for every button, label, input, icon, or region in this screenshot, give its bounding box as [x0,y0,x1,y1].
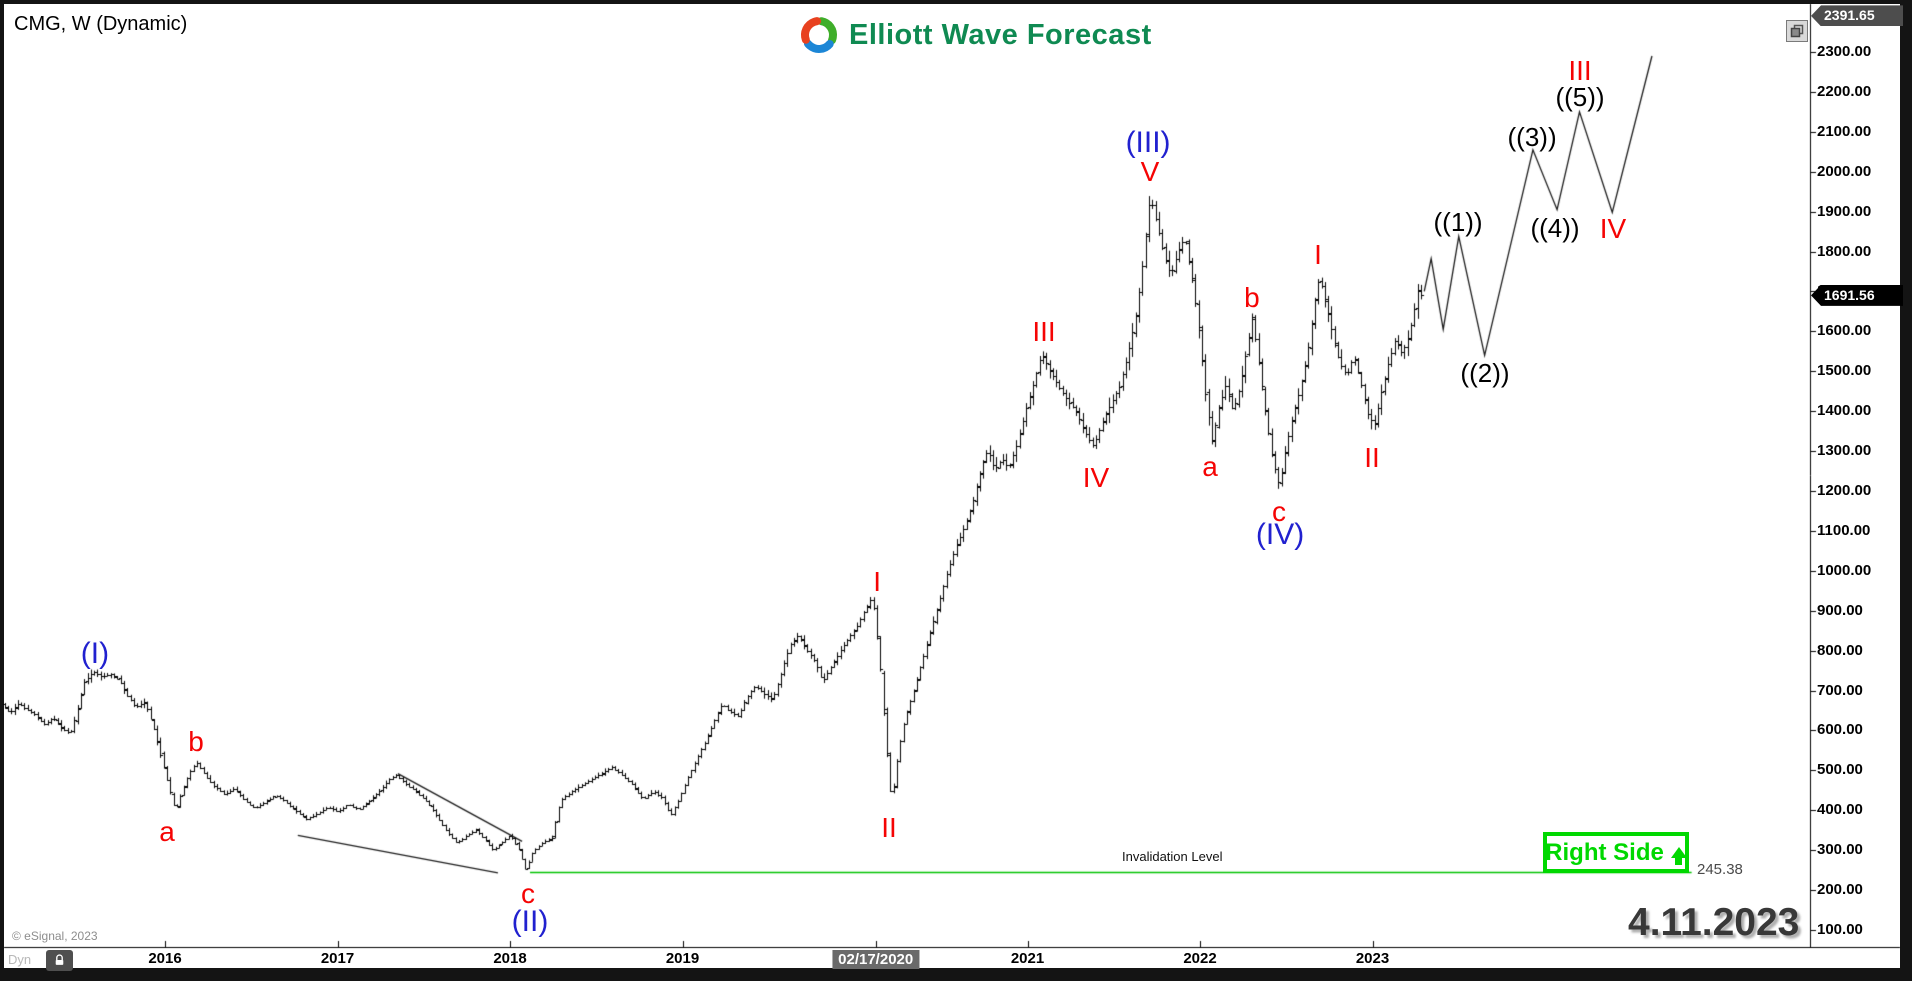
wave-label: a [1202,451,1218,483]
wave-label: I [1314,239,1322,271]
time-tick-label: 2022 [1183,950,1217,967]
price-tick-label: 500.00 [1817,761,1863,779]
wave-label: III [1032,316,1056,348]
wave-label: (III) [1125,125,1171,159]
time-tick-label-highlighted: 02/17/2020 [832,950,920,969]
price-tick-label: 200.00 [1817,881,1863,899]
price-tick-label: 1100.00 [1817,521,1871,539]
price-tick-label: 400.00 [1817,801,1863,819]
last-price-tag: 1691.56 [1811,284,1903,306]
wave-label: ((3)) [1507,122,1557,152]
brand-swirl-icon [798,14,840,56]
wave-label: c [1272,496,1286,528]
up-arrow-icon [1670,847,1687,865]
price-tick-label: 700.00 [1817,681,1863,699]
wave-label: (II) [511,905,549,939]
wave-label: ((1)) [1433,207,1483,237]
wave-label: II [881,811,897,843]
right-side-badge: Right Side [1543,832,1689,873]
brand-logo: Elliott Wave Forecast [798,14,1152,56]
price-tick-label: 1400.00 [1817,402,1872,420]
scale-high-price-tag: 2391.65 [1811,5,1903,27]
wave-label: ((2)) [1460,357,1510,388]
scale-lock-button[interactable] [46,950,73,971]
wave-label: a [159,815,175,847]
price-tick-label: 100.00 [1817,920,1863,938]
price-tick-label: 1900.00 [1817,202,1872,220]
time-tick-label: 2017 [320,950,355,967]
wave-label: (I) [80,636,110,670]
wave-label: c [520,878,535,910]
price-tick-label: 900.00 [1817,601,1863,619]
wave-label: (IV) [1255,517,1305,551]
price-tick-label: 2300.00 [1817,43,1872,60]
wave-label: ((4)) [1530,212,1580,243]
price-tick-label: 800.00 [1817,641,1863,659]
restore-window-icon [1790,24,1804,38]
lock-icon [55,954,64,965]
time-tick-label: 2021 [1010,950,1045,967]
price-tick-label: 1800.00 [1817,242,1872,260]
price-tick-label: 1600.00 [1817,322,1872,340]
time-tick-label: 2016 [148,950,182,967]
time-tick-label: 2023 [1355,950,1390,967]
wave-label: II [1364,441,1380,473]
brand-name: Elliott Wave Forecast [849,18,1152,51]
copyright-text: © eSignal, 2023 [12,929,98,943]
right-side-badge-text: Right Side [1545,838,1664,866]
price-tick-label: 300.00 [1817,841,1863,859]
price-tick-label: 1200.00 [1817,481,1872,499]
price-tick-label: 1300.00 [1817,442,1872,460]
maximize-button[interactable] [1786,20,1808,42]
wave-label: I [873,565,881,597]
wave-label: IV [1599,212,1627,244]
price-tick-label: 2000.00 [1817,162,1872,180]
wave-label: b [1244,281,1260,313]
wave-label: ((5)) [1555,82,1605,113]
price-tick-label: 2100.00 [1817,122,1872,140]
invalidation-level-value: 245.38 [1697,861,1743,878]
price-tick-label: 1500.00 [1817,362,1872,380]
analysis-date-watermark: 4.11.2023 [1628,901,1800,944]
price-tick-label: 600.00 [1817,721,1863,739]
time-tick-label: 2019 [665,950,700,967]
wave-label: III [1568,55,1592,87]
wave-label: IV [1082,461,1110,493]
symbol-title: CMG, W (Dynamic) [14,13,188,35]
time-tick-label: 2018 [493,950,527,967]
wave-label: V [1140,156,1160,188]
price-tick-label: 2200.00 [1817,82,1872,100]
wave-label: b [188,726,204,758]
price-tick-label: 1000.00 [1817,561,1872,579]
dynamic-scale-label: Dyn [8,952,32,967]
invalidation-level-label: Invalidation Level [1122,849,1223,864]
